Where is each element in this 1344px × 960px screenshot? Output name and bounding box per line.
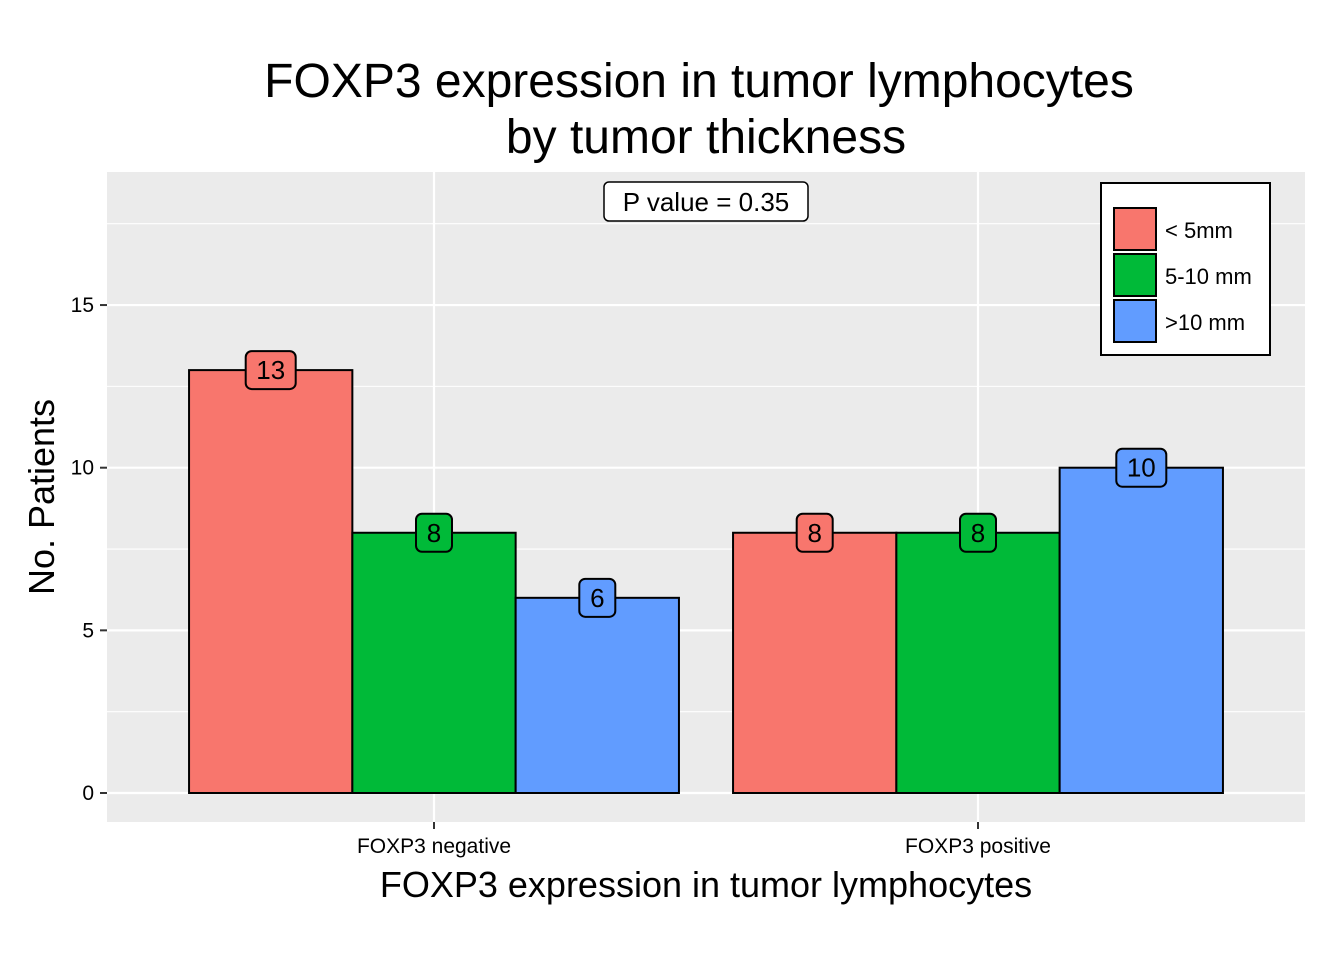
bar	[514, 596, 680, 794]
bar-value-label: 8	[807, 518, 821, 548]
bar-value-label-box	[959, 512, 997, 553]
bar	[1058, 466, 1224, 794]
bar-value-label: 8	[427, 518, 441, 548]
y-axis-title: No. Patients	[21, 399, 62, 595]
bar-value-label: 10	[1127, 453, 1156, 483]
p-value-annotation: P value = 0.35	[603, 181, 809, 222]
bar	[351, 531, 517, 794]
y-tick-label: 5	[82, 619, 94, 642]
legend: < 5mm 5-10 mm >10 mm	[1100, 182, 1271, 356]
legend-label: 5-10 mm	[1165, 264, 1252, 289]
legend-swatch	[1113, 299, 1157, 343]
bar-value-label-box	[578, 577, 617, 618]
legend-swatch	[1113, 253, 1157, 297]
bar-value-label-box	[244, 350, 297, 391]
bar-value-label-box	[795, 512, 834, 553]
bar	[188, 369, 354, 794]
axes: 0 5 10 15 FOXP3 negative FOXP3 positive	[71, 294, 1051, 858]
bar-value-label-box	[1115, 447, 1168, 488]
legend-label: >10 mm	[1165, 310, 1245, 335]
legend-label: < 5mm	[1165, 218, 1233, 243]
bar-value-label-box	[415, 512, 453, 553]
x-tick-label: FOXP3 negative	[357, 835, 511, 858]
bar	[732, 531, 898, 794]
y-tick-label: 10	[71, 457, 94, 480]
bar-labels: 13 8 8 8 6 10	[244, 350, 1168, 618]
chart-title-line-1: FOXP3 expression in tumor lymphocytes	[264, 55, 1134, 108]
x-tick-label: FOXP3 positive	[905, 835, 1051, 858]
chart-title-line-2: by tumor thickness	[506, 111, 906, 164]
y-tick-label: 15	[71, 294, 94, 317]
p-value-text: P value = 0.35	[623, 187, 790, 217]
x-axis-title: FOXP3 expression in tumor lymphocytes	[380, 864, 1032, 905]
legend-items: < 5mm 5-10 mm >10 mm	[1113, 207, 1252, 343]
bars	[188, 369, 1224, 794]
bar-value-label: 6	[590, 583, 604, 613]
p-value-box	[603, 181, 809, 222]
legend-swatch	[1113, 207, 1157, 251]
bar-value-label: 8	[971, 518, 985, 548]
y-tick-label: 0	[82, 782, 94, 805]
bar	[895, 531, 1061, 794]
bar-value-label: 13	[256, 355, 285, 385]
